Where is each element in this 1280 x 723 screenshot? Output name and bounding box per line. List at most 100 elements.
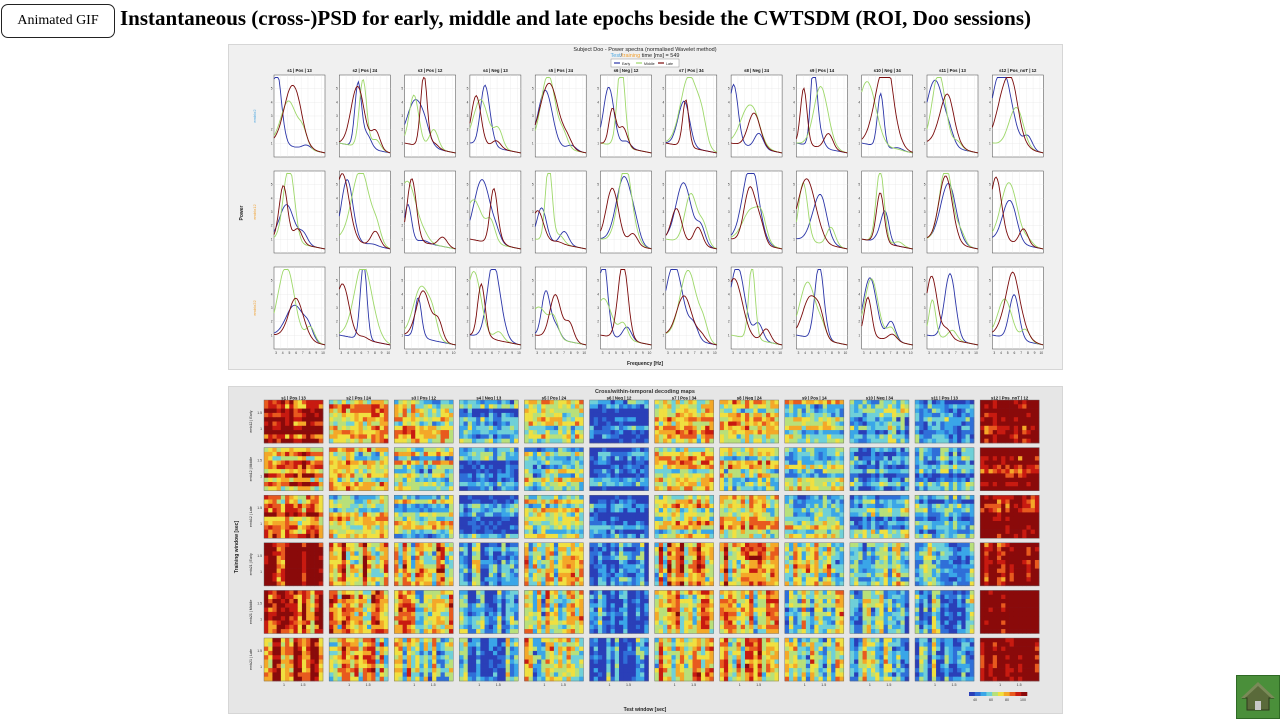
map-heatmap-cell — [688, 465, 693, 470]
map-heatmap-cell — [277, 465, 282, 470]
map-heatmap-cell — [533, 409, 538, 414]
map-heatmap-cell — [407, 417, 412, 422]
map-heatmap-cell — [445, 461, 450, 466]
map-heatmap-cell — [472, 500, 477, 505]
psd-ytick: 4 — [924, 196, 926, 200]
map-heatmap-cell — [485, 448, 490, 453]
map-heatmap-cell — [346, 534, 351, 539]
map-heatmap-cell — [501, 482, 506, 487]
map-heatmap-cell — [980, 417, 985, 422]
psd-ytick: 5 — [597, 183, 599, 187]
map-heatmap-cell — [472, 456, 477, 461]
map-heatmap-cell — [766, 404, 771, 409]
map-heatmap-cell — [350, 473, 355, 478]
map-heatmap-cell — [497, 512, 502, 517]
psd-ytick: 5 — [597, 279, 599, 283]
map-heatmap-cell — [640, 413, 645, 418]
map-heatmap-cell — [541, 500, 546, 505]
map-heatmap-cell — [493, 426, 498, 431]
map-heatmap-cell — [302, 504, 307, 509]
map-heatmap-cell — [329, 422, 334, 427]
map-heatmap-cell — [363, 461, 368, 466]
map-heatmap-cell — [632, 404, 637, 409]
map-heatmap-cell — [953, 413, 958, 418]
map-heatmap-cell — [338, 486, 343, 491]
map-heatmap-cell — [562, 422, 567, 427]
map-heatmap-cell — [310, 500, 315, 505]
map-heatmap-cell — [879, 473, 884, 478]
map-heatmap-cell — [363, 473, 368, 478]
map-heatmap-cell — [774, 465, 779, 470]
map-heatmap-cell — [281, 534, 286, 539]
map-heatmap-cell — [493, 430, 498, 435]
map-heatmap-cell — [342, 456, 347, 461]
map-heatmap-cell — [445, 486, 450, 491]
map-heatmap-cell — [514, 500, 519, 505]
map-heatmap-cell — [468, 417, 473, 422]
map-heatmap-cell — [533, 482, 538, 487]
map-heatmap-cell — [363, 500, 368, 505]
map-heatmap-cell — [940, 461, 945, 466]
map-heatmap-cell — [411, 426, 416, 431]
map-heatmap-cell — [501, 530, 506, 535]
map-heatmap-cell — [919, 400, 924, 405]
map-heatmap-cell — [411, 434, 416, 439]
map-heatmap-cell — [1010, 465, 1015, 470]
map-heatmap-cell — [363, 456, 368, 461]
map-heatmap-cell — [867, 434, 872, 439]
map-heatmap-cell — [602, 417, 607, 422]
map-heatmap-cell — [480, 461, 485, 466]
map-heatmap-cell — [737, 482, 742, 487]
map-heatmap-cell — [468, 530, 473, 535]
map-heatmap-cell — [762, 482, 767, 487]
psd-xtick: 9 — [577, 351, 579, 355]
map-heatmap-cell — [501, 517, 506, 522]
map-heatmap-cell — [537, 495, 542, 500]
map-heatmap-cell — [858, 404, 863, 409]
map-heatmap-cell — [949, 439, 954, 444]
psd-ytick: 5 — [858, 279, 860, 283]
map-heatmap-cell — [655, 482, 660, 487]
map-heatmap-cell — [363, 426, 368, 431]
map-heatmap-cell — [464, 478, 469, 483]
map-heatmap-cell — [819, 478, 824, 483]
map-heatmap-cell — [810, 461, 815, 466]
slide-title: Instantaneous (cross-)PSD for early, mid… — [120, 6, 1031, 31]
map-heatmap-cell — [961, 422, 966, 427]
map-heatmap-cell — [655, 456, 660, 461]
map-heatmap-cell — [770, 456, 775, 461]
map-heatmap-cell — [928, 409, 933, 414]
map-heatmap-cell — [319, 400, 324, 405]
map-heatmap-cell — [281, 456, 286, 461]
map-heatmap-cell — [480, 452, 485, 457]
map-heatmap-cell — [489, 473, 494, 478]
map-heatmap-cell — [541, 439, 546, 444]
map-heatmap-cell — [363, 512, 368, 517]
map-heatmap-cell — [1026, 486, 1031, 491]
map-subplot — [264, 448, 323, 491]
map-heatmap-cell — [919, 422, 924, 427]
map-heatmap-cell — [728, 473, 733, 478]
map-heatmap-cell — [285, 461, 290, 466]
map-heatmap-cell — [277, 495, 282, 500]
map-heatmap-cell — [680, 404, 685, 409]
map-heatmap-cell — [445, 422, 450, 427]
map-heatmap-cell — [1005, 486, 1010, 491]
map-heatmap-cell — [294, 409, 299, 414]
map-heatmap-cell — [961, 452, 966, 457]
psd-ytick: 2 — [467, 320, 469, 324]
map-heatmap-cell — [319, 456, 324, 461]
psd-xtick: 4 — [282, 351, 284, 355]
map-heatmap-cell — [636, 448, 641, 453]
map-heatmap-cell — [758, 486, 763, 491]
map-heatmap-cell — [741, 404, 746, 409]
map-heatmap-cell — [558, 448, 563, 453]
psd-ytick: 1 — [467, 237, 469, 241]
map-heatmap-cell — [575, 417, 580, 422]
map-heatmap-cell — [741, 478, 746, 483]
map-heatmap-cell — [724, 486, 729, 491]
map-heatmap-cell — [545, 452, 550, 457]
decoding-map-figure: Cross/within-temporal decoding maps Trai… — [228, 386, 1063, 714]
map-heatmap-cell — [285, 400, 290, 405]
map-heatmap-cell — [655, 448, 660, 453]
